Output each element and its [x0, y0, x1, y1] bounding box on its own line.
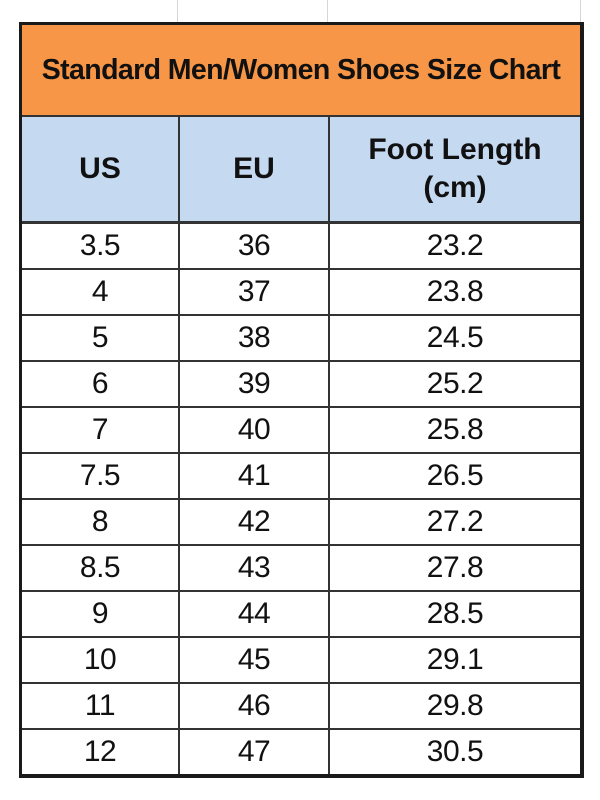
table-row: 8 42 27.2 [22, 500, 580, 546]
table-row: 9 44 28.5 [22, 592, 580, 638]
cell-us: 8 [22, 500, 180, 544]
cell-us: 10 [22, 638, 180, 682]
cell-eu: 46 [180, 684, 330, 728]
cell-foot-length: 30.5 [426, 735, 484, 768]
sheet-gridline [580, 0, 581, 22]
header-foot-length-line2: (cm) [423, 171, 487, 204]
cell-foot-length: 25.8 [426, 413, 484, 446]
table-row: 8.5 43 27.8 [22, 546, 580, 592]
header-us: US [22, 117, 180, 221]
cell-us: 4 [22, 270, 180, 314]
table-row: 7.5 41 26.5 [22, 454, 580, 500]
cell-us: 5 [22, 316, 180, 360]
cell-eu: 45 [180, 638, 330, 682]
table-body: 3.5 36 23.2 4 37 23.8 5 38 24.5 6 39 25.2 7 40 25.8 7.5… [22, 224, 580, 774]
cell-foot-length: 26.5 [426, 459, 484, 492]
cell-foot-length: 23.8 [426, 275, 484, 308]
cell-foot-length: 23.2 [426, 229, 484, 262]
header-eu: EU [180, 117, 330, 221]
cell-foot-length: 29.1 [426, 643, 484, 676]
sheet-gridline [327, 0, 328, 22]
header-foot-length-line1: Foot Length [368, 133, 542, 166]
cell-eu: 44 [180, 592, 330, 636]
table-row: 6 39 25.2 [22, 362, 580, 408]
cell-foot-length: 27.2 [426, 505, 484, 538]
cell-us: 12 [22, 730, 180, 774]
cell-us: 8.5 [22, 546, 180, 590]
sheet-gridline [177, 0, 178, 22]
cell-us: 9 [22, 592, 180, 636]
header-row: US EU Foot Length (cm) [22, 117, 580, 224]
cell-eu: 41 [180, 454, 330, 498]
cell-eu: 37 [180, 270, 330, 314]
table-row: 3.5 36 23.2 [22, 224, 580, 270]
cell-eu: 43 [180, 546, 330, 590]
table-row: 11 46 29.8 [22, 684, 580, 730]
cell-foot-length: 24.5 [426, 321, 484, 354]
cell-us: 11 [22, 684, 180, 728]
table-row: 12 47 30.5 [22, 730, 580, 774]
cell-eu: 36 [180, 224, 330, 268]
cell-foot-length: 29.8 [426, 689, 484, 722]
cell-us: 3.5 [22, 224, 180, 268]
cell-foot-length: 25.2 [426, 367, 484, 400]
cell-eu: 40 [180, 408, 330, 452]
cell-us: 6 [22, 362, 180, 406]
cell-eu: 39 [180, 362, 330, 406]
cell-eu: 42 [180, 500, 330, 544]
cell-us: 7.5 [22, 454, 180, 498]
size-chart-table: Standard Men/Women Shoes Size Chart US E… [19, 22, 584, 778]
table-row: 10 45 29.1 [22, 638, 580, 684]
cell-foot-length: 28.5 [426, 597, 484, 630]
table-row: 4 37 23.8 [22, 270, 580, 316]
cell-eu: 47 [180, 730, 330, 774]
cell-us: 7 [22, 408, 180, 452]
cell-eu: 38 [180, 316, 330, 360]
table-row: 5 38 24.5 [22, 316, 580, 362]
table-row: 7 40 25.8 [22, 408, 580, 454]
table-title: Standard Men/Women Shoes Size Chart [22, 25, 580, 117]
cell-foot-length: 27.8 [426, 551, 484, 584]
header-foot-length: Foot Length (cm) [330, 117, 580, 221]
